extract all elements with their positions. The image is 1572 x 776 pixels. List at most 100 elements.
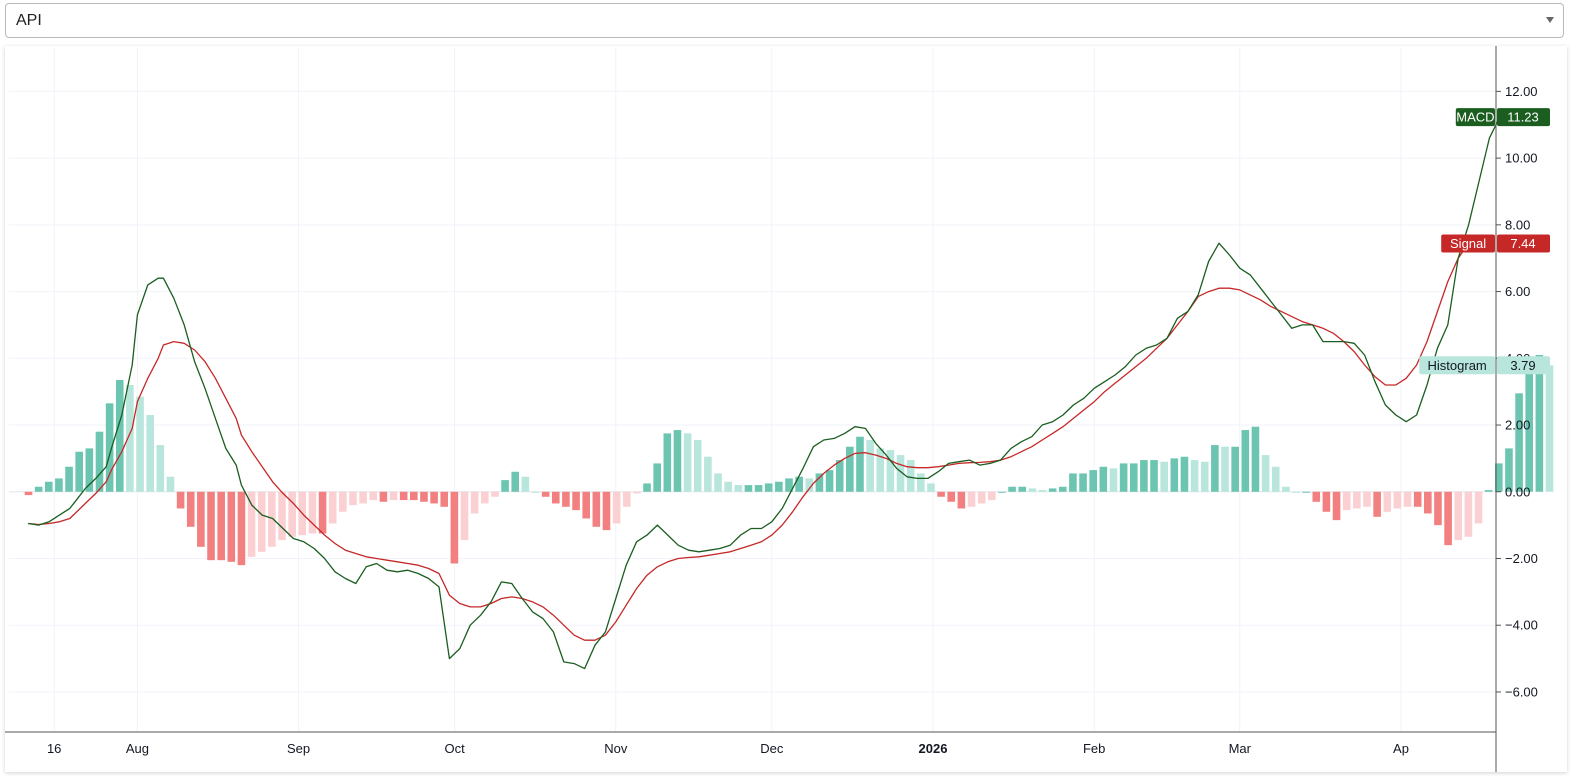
- histogram-bar: [349, 491, 357, 506]
- histogram-bar: [1545, 365, 1554, 492]
- histogram-bar: [1089, 470, 1097, 492]
- x-tick-label: Nov: [604, 741, 628, 756]
- histogram-bar: [227, 491, 236, 562]
- histogram-bar: [744, 485, 753, 492]
- signal-badge-label-bg: [1441, 234, 1495, 253]
- histogram-bar: [65, 466, 73, 492]
- histogram-bar: [622, 491, 631, 507]
- histogram-bar: [846, 446, 854, 492]
- histogram-bar: [896, 455, 905, 492]
- x-tick-label: Ap: [1393, 741, 1409, 756]
- histogram-badge-label-bg: [1419, 356, 1495, 375]
- histogram-bar: [247, 491, 256, 557]
- histogram-bar: [592, 491, 601, 527]
- histogram-bar: [1069, 473, 1077, 492]
- histogram-bar: [24, 491, 33, 496]
- histogram-bar: [815, 473, 824, 492]
- histogram-bar: [85, 448, 94, 492]
- grid-lines: [9, 48, 1496, 732]
- histogram-bar: [612, 491, 621, 524]
- histogram-bar: [1413, 491, 1422, 507]
- histogram-bar: [420, 491, 428, 502]
- histogram-bar: [764, 483, 773, 492]
- signal-badge-value: 7.44: [1510, 236, 1535, 251]
- histogram-bar: [511, 471, 520, 492]
- histogram-bar: [1444, 491, 1452, 546]
- histogram-badge-value: 3.79: [1510, 358, 1535, 373]
- chevron-down-icon: [1546, 17, 1554, 23]
- histogram-bar: [288, 491, 296, 537]
- histogram-bar: [734, 485, 743, 492]
- macd-badge-value-bg: [1497, 108, 1550, 127]
- histogram-bar: [339, 491, 347, 512]
- axes: [5, 46, 1497, 772]
- histogram-bar: [1150, 460, 1158, 492]
- histogram-bar: [785, 478, 793, 492]
- price-badges: MACD 11.23 Signal 7.44 Histogram 3.79: [1419, 108, 1550, 375]
- histogram-bar: [937, 491, 945, 497]
- macd-badge-label-bg: [1455, 108, 1495, 127]
- histogram-bar: [1525, 363, 1534, 492]
- histogram-bar: [714, 473, 722, 492]
- histogram-bar: [1119, 463, 1128, 492]
- histogram-bar: [1383, 491, 1392, 512]
- histogram-bar: [410, 491, 418, 501]
- histogram-bar: [795, 476, 803, 492]
- histogram-bar: [1048, 488, 1057, 492]
- histogram-bar: [825, 470, 834, 492]
- histogram-bar: [1454, 491, 1463, 541]
- histogram-bar: [805, 478, 814, 492]
- signal-series: [28, 243, 1470, 641]
- x-tick-label: Dec: [760, 741, 784, 756]
- histogram-bar: [1099, 466, 1108, 492]
- histogram-bar: [1474, 491, 1483, 524]
- histogram-bar: [308, 491, 317, 534]
- y-tick-label: −6.00: [1505, 684, 1538, 699]
- y-tick-label: 12.00: [1505, 84, 1538, 99]
- histogram-bar: [998, 491, 1006, 493]
- histogram-bar: [268, 491, 276, 547]
- histogram-bar: [1495, 463, 1503, 492]
- histogram-bar: [156, 445, 165, 492]
- macd-chart[interactable]: 12.0010.008.006.004.002.000.00−2.00−4.00…: [5, 46, 1567, 772]
- x-axis-ticks: 16 Aug Sep Oct Nov Dec 2026 Feb Mar Ap: [47, 741, 1409, 756]
- histogram-bar: [1211, 445, 1219, 492]
- histogram-bar: [1231, 446, 1239, 492]
- histogram-bar: [197, 491, 205, 547]
- histogram-bar: [318, 491, 327, 534]
- histogram-bar: [359, 491, 367, 504]
- histogram-bar: [95, 431, 104, 492]
- chart-panel[interactable]: 12.0010.008.006.004.002.000.00−2.00−4.00…: [5, 46, 1567, 772]
- histogram-bar: [501, 480, 509, 492]
- indicator-select[interactable]: API: [5, 3, 1564, 38]
- signal-line: [28, 243, 1470, 641]
- histogram-bar: [450, 491, 459, 564]
- histogram-bar: [1363, 491, 1371, 507]
- histogram-bar: [876, 448, 885, 492]
- histogram-bar: [977, 491, 986, 504]
- histogram-bar: [551, 491, 560, 504]
- histogram-bar: [105, 403, 114, 492]
- histogram-bar: [237, 491, 246, 566]
- histogram-bar: [633, 491, 641, 494]
- y-tick-label: 8.00: [1505, 217, 1530, 232]
- histogram-bar: [55, 478, 63, 492]
- histogram-bar: [1170, 458, 1179, 492]
- histogram-bar: [957, 491, 966, 509]
- histogram-bar: [1109, 468, 1118, 492]
- histogram-badge-value-bg: [1497, 356, 1550, 375]
- histogram-bar: [1403, 491, 1412, 507]
- histogram-bar: [947, 491, 956, 502]
- x-tick-label: 16: [47, 741, 61, 756]
- histogram-bar: [643, 483, 651, 492]
- histogram-bar: [278, 491, 286, 541]
- histogram-bar: [379, 491, 388, 502]
- histogram-bar: [582, 491, 590, 519]
- histogram-bar: [1484, 490, 1493, 492]
- x-tick-label: Sep: [287, 741, 310, 756]
- histogram-bar: [1221, 446, 1229, 492]
- histogram-bar: [1302, 491, 1310, 493]
- histogram-bar: [835, 460, 844, 492]
- histogram-bar: [146, 415, 154, 492]
- histogram-bar: [1018, 486, 1027, 492]
